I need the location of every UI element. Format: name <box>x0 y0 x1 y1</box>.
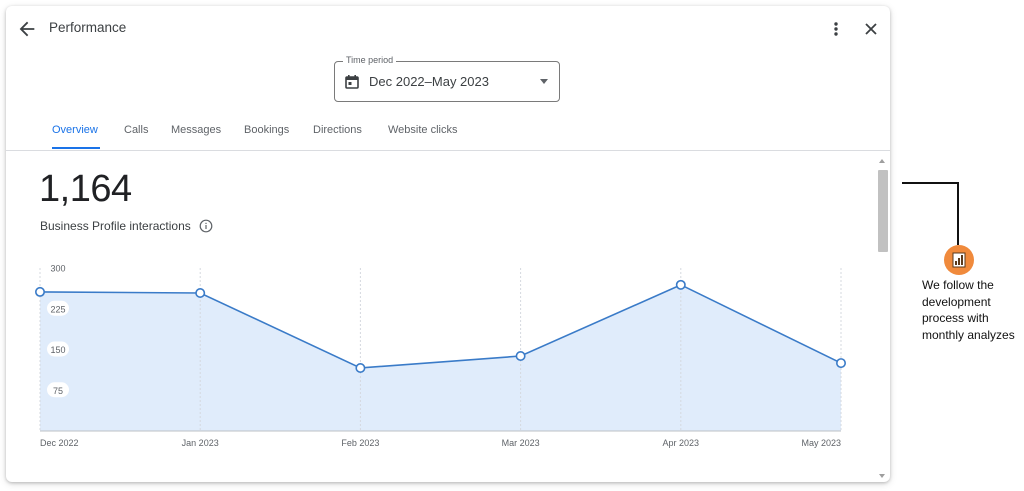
tab-messages[interactable]: Messages <box>171 124 222 136</box>
chart-series-line <box>39 283 842 369</box>
arrow-left-icon[interactable] <box>16 18 38 40</box>
tab-bar: Overview Calls Messages Bookings Directi… <box>6 120 890 150</box>
annotation-connector <box>902 182 959 245</box>
chart-ytick-label: 75 <box>53 386 63 396</box>
chart-xtick-label: Apr 2023 <box>663 438 700 448</box>
interactions-chart: 300 225 150 75 Dec 2022 Jan 2023 Feb 2023 Mar 2… <box>34 264 846 448</box>
chart-ytick-label: 150 <box>50 345 65 355</box>
chevron-down-icon <box>540 79 548 84</box>
chart-point <box>34 286 45 297</box>
chart-ytick-bg <box>47 382 69 398</box>
chart-ytick-bg <box>47 341 69 357</box>
performance-panel: Performance Time period Dec 2022–May 202… <box>6 6 890 482</box>
chart-point <box>355 362 366 373</box>
interactions-label: Business Profile interactions <box>40 219 191 233</box>
chart-ytick-label: 300 <box>50 264 65 274</box>
chart-point <box>515 351 526 362</box>
chart-point <box>835 358 846 369</box>
time-period-label: Time period <box>343 55 397 65</box>
tab-directions[interactable]: Directions <box>313 124 362 136</box>
scroll-down-arrow-icon[interactable] <box>879 474 885 478</box>
chart-xtick-label: Feb 2023 <box>341 438 379 448</box>
scroll-up-arrow-icon[interactable] <box>879 159 885 163</box>
chart-point <box>195 287 206 298</box>
chart-ytick-label: 225 <box>50 304 65 314</box>
interactions-count: 1,164 <box>39 168 132 210</box>
tab-divider <box>6 150 890 151</box>
chart-point <box>675 279 686 290</box>
annotation-badge <box>944 245 974 275</box>
scrollbar[interactable] <box>876 156 890 482</box>
tab-website-clicks[interactable]: Website clicks <box>388 124 458 136</box>
document-chart-icon <box>952 252 966 268</box>
scrollbar-thumb[interactable] <box>878 170 888 252</box>
annotation-text: We follow the development process with m… <box>922 278 1015 342</box>
chart-area-fill <box>40 284 841 431</box>
close-icon[interactable] <box>861 18 881 40</box>
tab-calls[interactable]: Calls <box>124 124 149 136</box>
more-vert-icon[interactable] <box>826 18 846 40</box>
chart-xtick-label: Jan 2023 <box>182 438 219 448</box>
calendar-icon <box>345 75 359 89</box>
page-title: Performance <box>49 20 127 35</box>
tab-bookings[interactable]: Bookings <box>244 124 290 136</box>
chart-xtick-label: May 2023 <box>801 438 841 448</box>
info-icon[interactable] <box>199 219 213 233</box>
chart-xtick-label: Mar 2023 <box>502 438 540 448</box>
chart-ytick-bg <box>47 300 69 316</box>
time-period-select[interactable]: Time period Dec 2022–May 2023 <box>334 55 560 102</box>
tab-overview[interactable]: Overview <box>52 124 98 136</box>
active-tab-indicator <box>52 147 100 149</box>
chart-xtick-label: Dec 2022 <box>40 438 79 448</box>
time-period-value: Dec 2022–May 2023 <box>369 74 489 89</box>
